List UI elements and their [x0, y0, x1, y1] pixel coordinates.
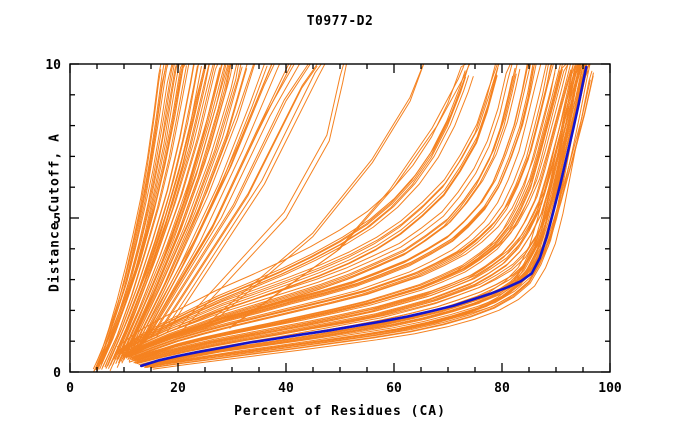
model-curve-steep — [115, 63, 216, 364]
model-curve-steep — [149, 63, 309, 338]
x-tick-label: 80 — [494, 381, 510, 396]
model-curve — [135, 63, 580, 363]
model-curve — [121, 63, 511, 353]
model-curve-steep — [109, 63, 206, 360]
model-curve-steep — [116, 63, 219, 360]
x-tick-label: 60 — [386, 381, 402, 396]
model-curve — [116, 63, 467, 348]
model-curve — [126, 63, 542, 357]
axes-frame — [69, 63, 611, 373]
model-curve-steep — [96, 63, 175, 366]
model-curve — [125, 63, 534, 357]
x-tick-label: 40 — [278, 381, 294, 396]
model-curve — [122, 63, 500, 352]
highlighted-model-curve — [139, 65, 588, 368]
model-curve — [136, 63, 581, 361]
x-tick-label: 0 — [66, 381, 74, 396]
model-curve — [124, 68, 521, 358]
model-curve-steep — [117, 63, 223, 360]
model-curve-steep — [145, 63, 300, 342]
model-curve-steep — [95, 63, 169, 369]
model-curve-steep — [176, 63, 345, 330]
model-curve-steep — [100, 63, 185, 365]
model-curve-steep — [131, 63, 255, 351]
x-tick-label: 20 — [170, 381, 186, 396]
model-curve — [128, 63, 549, 359]
model-curve-steep — [104, 63, 195, 368]
model-curve — [116, 76, 466, 355]
model-curve-steep — [166, 63, 326, 333]
model-curve — [121, 74, 497, 357]
model-curve-steep — [177, 63, 347, 336]
model-curve — [131, 63, 563, 361]
x-axis-label: Percent of Residues (CA) — [234, 404, 446, 419]
model-curve — [149, 63, 584, 366]
model-curve-steep — [124, 63, 234, 356]
model-curve-steep — [165, 63, 322, 329]
model-curves-bundle — [116, 63, 594, 370]
model-curves-steep — [92, 63, 471, 373]
model-curve — [117, 71, 468, 354]
model-curve — [125, 66, 534, 358]
model-curve-steep — [137, 63, 275, 349]
model-curve — [152, 70, 593, 370]
model-curve-steep — [113, 63, 214, 360]
model-curve — [131, 63, 557, 359]
model-curve-steep — [96, 63, 174, 370]
model-curve — [128, 63, 547, 358]
model-curve-steep — [204, 63, 425, 330]
model-curve-steep — [143, 63, 295, 341]
model-curve-steep — [99, 63, 186, 365]
model-curve-steep — [229, 65, 465, 329]
model-curve — [123, 73, 517, 359]
page-title: T0977-D2 — [306, 14, 374, 29]
y-tick-label: 10 — [45, 58, 61, 73]
model-curve-steep — [95, 63, 167, 364]
x-tick-label: 100 — [598, 381, 622, 396]
model-curve — [122, 67, 516, 357]
model-curve-steep — [131, 63, 256, 356]
model-curve-steep — [134, 63, 265, 355]
model-curve-steep — [126, 63, 242, 358]
y-tick-label: 0 — [53, 366, 61, 381]
model-curve — [121, 63, 513, 355]
y-tick-label: 5 — [53, 212, 61, 227]
model-curve-steep — [99, 63, 184, 364]
highlighted-model-line — [139, 65, 588, 368]
model-curve-steep — [155, 65, 318, 338]
model-curve-steep — [121, 63, 229, 356]
model-curve-steep — [139, 63, 281, 348]
model-curve-steep — [112, 63, 210, 365]
model-curve — [123, 63, 518, 356]
model-curve — [118, 63, 470, 351]
model-curve-steep — [112, 63, 210, 361]
model-curve — [133, 69, 572, 364]
model-curve-steep — [150, 63, 311, 339]
tick-labels: 0 20 40 60 80 100 0 5 10 — [45, 58, 622, 396]
model-curve-steep — [155, 63, 318, 336]
model-curve — [116, 70, 466, 353]
model-curve — [134, 70, 576, 364]
model-curve — [119, 76, 474, 355]
model-curve-steep — [128, 63, 248, 358]
model-curve — [121, 67, 499, 355]
model-curve — [144, 63, 576, 365]
model-curve — [130, 70, 561, 362]
model-curve-steep — [101, 65, 187, 370]
model-curve-steep — [125, 63, 238, 358]
model-curve — [130, 63, 561, 360]
